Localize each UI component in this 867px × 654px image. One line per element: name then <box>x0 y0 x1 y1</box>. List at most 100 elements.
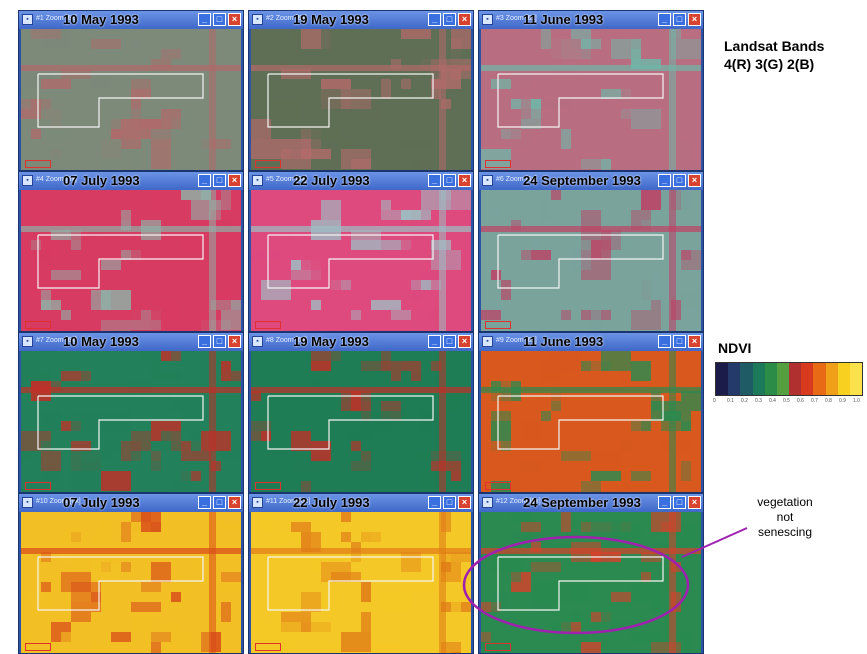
window-app-icon[interactable]: ▪ <box>482 14 493 25</box>
maximize-button[interactable]: □ <box>443 496 456 509</box>
zoom-window[interactable]: ▪ #6 Zoom [6x] 24 September 1993 _ □ × <box>478 171 704 332</box>
minimize-button[interactable]: _ <box>198 174 211 187</box>
window-app-icon[interactable]: ▪ <box>22 497 33 508</box>
field-boundary <box>37 556 204 611</box>
satellite-image[interactable] <box>251 29 471 170</box>
window-app-icon[interactable]: ▪ <box>252 14 263 25</box>
minimize-button[interactable]: _ <box>428 335 441 348</box>
ndvi-tick-label: 0.4 <box>769 398 776 404</box>
close-button[interactable]: × <box>228 335 241 348</box>
minimize-button[interactable]: _ <box>658 496 671 509</box>
close-button[interactable]: × <box>458 335 471 348</box>
image-date-label: 22 July 1993 <box>293 495 370 510</box>
window-titlebar[interactable]: ▪ #2 Zoom [6x] 19 May 1993 _ □ × <box>249 11 473 29</box>
ndvi-color-swatch <box>789 363 802 395</box>
maximize-button[interactable]: □ <box>443 335 456 348</box>
window-app-icon[interactable]: ▪ <box>252 175 263 186</box>
maximize-button[interactable]: □ <box>673 174 686 187</box>
window-titlebar[interactable]: ▪ #1 Zoom [6x] 10 May 1993 _ □ × <box>19 11 243 29</box>
zoom-window[interactable]: ▪ #3 Zoom [6x] 11 June 1993 _ □ × <box>478 10 704 171</box>
close-button[interactable]: × <box>458 496 471 509</box>
ndvi-color-swatch <box>764 363 777 395</box>
maximize-button[interactable]: □ <box>213 13 226 26</box>
window-titlebar[interactable]: ▪ #6 Zoom [6x] 24 September 1993 _ □ × <box>479 172 703 190</box>
close-button[interactable]: × <box>228 174 241 187</box>
zoom-window[interactable]: ▪ #11 Zoom [6x] 22 July 1993 _ □ × <box>248 493 474 654</box>
close-button[interactable]: × <box>458 13 471 26</box>
window-app-icon[interactable]: ▪ <box>22 336 33 347</box>
window-app-icon[interactable]: ▪ <box>252 497 263 508</box>
minimize-button[interactable]: _ <box>658 335 671 348</box>
window-titlebar[interactable]: ▪ #7 Zoom [6x] 10 May 1993 _ □ × <box>19 333 243 351</box>
window-app-icon[interactable]: ▪ <box>482 497 493 508</box>
close-button[interactable]: × <box>688 496 701 509</box>
window-titlebar[interactable]: ▪ #9 Zoom [6x] 11 June 1993 _ □ × <box>479 333 703 351</box>
ndvi-tick-label: 0.3 <box>755 398 762 404</box>
maximize-button[interactable]: □ <box>673 13 686 26</box>
window-titlebar[interactable]: ▪ #3 Zoom [6x] 11 June 1993 _ □ × <box>479 11 703 29</box>
zoom-window[interactable]: ▪ #5 Zoom [6x] 22 July 1993 _ □ × <box>248 171 474 332</box>
maximize-button[interactable]: □ <box>443 13 456 26</box>
annotation-line-3: senescing <box>757 525 813 539</box>
close-button[interactable]: × <box>688 13 701 26</box>
minimize-button[interactable]: _ <box>198 496 211 509</box>
maximize-button[interactable]: □ <box>213 174 226 187</box>
close-button[interactable]: × <box>688 335 701 348</box>
maximize-button[interactable]: □ <box>673 335 686 348</box>
zoom-window[interactable]: ▪ #12 Zoom [6x] 24 September 1993 _ □ × <box>478 493 704 654</box>
minimize-button[interactable]: _ <box>198 335 211 348</box>
satellite-image[interactable] <box>251 190 471 331</box>
window-titlebar[interactable]: ▪ #4 Zoom [6x] 07 July 1993 _ □ × <box>19 172 243 190</box>
close-button[interactable]: × <box>228 496 241 509</box>
zoom-window[interactable]: ▪ #4 Zoom [6x] 07 July 1993 _ □ × <box>18 171 244 332</box>
window-app-icon[interactable]: ▪ <box>482 336 493 347</box>
scale-marker <box>255 160 281 168</box>
window-app-icon[interactable]: ▪ <box>252 336 263 347</box>
window-app-icon[interactable]: ▪ <box>22 175 33 186</box>
window-titlebar[interactable]: ▪ #5 Zoom [6x] 22 July 1993 _ □ × <box>249 172 473 190</box>
ndvi-colorbar <box>715 362 863 396</box>
window-titlebar[interactable]: ▪ #10 Zoom [6x] 07 July 1993 _ □ × <box>19 494 243 512</box>
ndvi-tick-label: 0.8 <box>825 398 832 404</box>
satellite-image[interactable] <box>21 512 241 653</box>
legend-subtitle: 4(R) 3(G) 2(B) <box>724 56 815 72</box>
image-date-label: 11 June 1993 <box>523 334 604 349</box>
scale-marker <box>255 482 281 490</box>
window-title: #11 Zoom [6x] <box>266 498 311 505</box>
maximize-button[interactable]: □ <box>443 174 456 187</box>
field-boundary <box>497 556 664 611</box>
window-title: #10 Zoom [6x] <box>36 498 81 505</box>
zoom-window[interactable]: ▪ #8 Zoom [6x] 19 May 1993 _ □ × <box>248 332 474 493</box>
window-app-icon[interactable]: ▪ <box>22 14 33 25</box>
minimize-button[interactable]: _ <box>428 174 441 187</box>
zoom-window[interactable]: ▪ #9 Zoom [6x] 11 June 1993 _ □ × <box>478 332 704 493</box>
close-button[interactable]: × <box>458 174 471 187</box>
window-app-icon[interactable]: ▪ <box>482 175 493 186</box>
minimize-button[interactable]: _ <box>658 13 671 26</box>
satellite-image[interactable] <box>21 351 241 492</box>
maximize-button[interactable]: □ <box>673 496 686 509</box>
satellite-image[interactable] <box>21 29 241 170</box>
minimize-button[interactable]: _ <box>428 13 441 26</box>
minimize-button[interactable]: _ <box>428 496 441 509</box>
zoom-window[interactable]: ▪ #1 Zoom [6x] 10 May 1993 _ □ × <box>18 10 244 171</box>
satellite-image[interactable] <box>251 351 471 492</box>
satellite-image[interactable] <box>481 351 701 492</box>
window-titlebar[interactable]: ▪ #12 Zoom [6x] 24 September 1993 _ □ × <box>479 494 703 512</box>
maximize-button[interactable]: □ <box>213 496 226 509</box>
window-titlebar[interactable]: ▪ #8 Zoom [6x] 19 May 1993 _ □ × <box>249 333 473 351</box>
ndvi-tick-label: 0 <box>713 398 716 404</box>
satellite-image[interactable] <box>481 29 701 170</box>
satellite-image[interactable] <box>21 190 241 331</box>
zoom-window[interactable]: ▪ #2 Zoom [6x] 19 May 1993 _ □ × <box>248 10 474 171</box>
satellite-image[interactable] <box>481 190 701 331</box>
maximize-button[interactable]: □ <box>213 335 226 348</box>
minimize-button[interactable]: _ <box>198 13 211 26</box>
satellite-image[interactable] <box>481 512 701 653</box>
close-button[interactable]: × <box>688 174 701 187</box>
window-titlebar[interactable]: ▪ #11 Zoom [6x] 22 July 1993 _ □ × <box>249 494 473 512</box>
close-button[interactable]: × <box>228 13 241 26</box>
zoom-window[interactable]: ▪ #7 Zoom [6x] 10 May 1993 _ □ × <box>18 332 244 493</box>
satellite-image[interactable] <box>251 512 471 653</box>
minimize-button[interactable]: _ <box>658 174 671 187</box>
